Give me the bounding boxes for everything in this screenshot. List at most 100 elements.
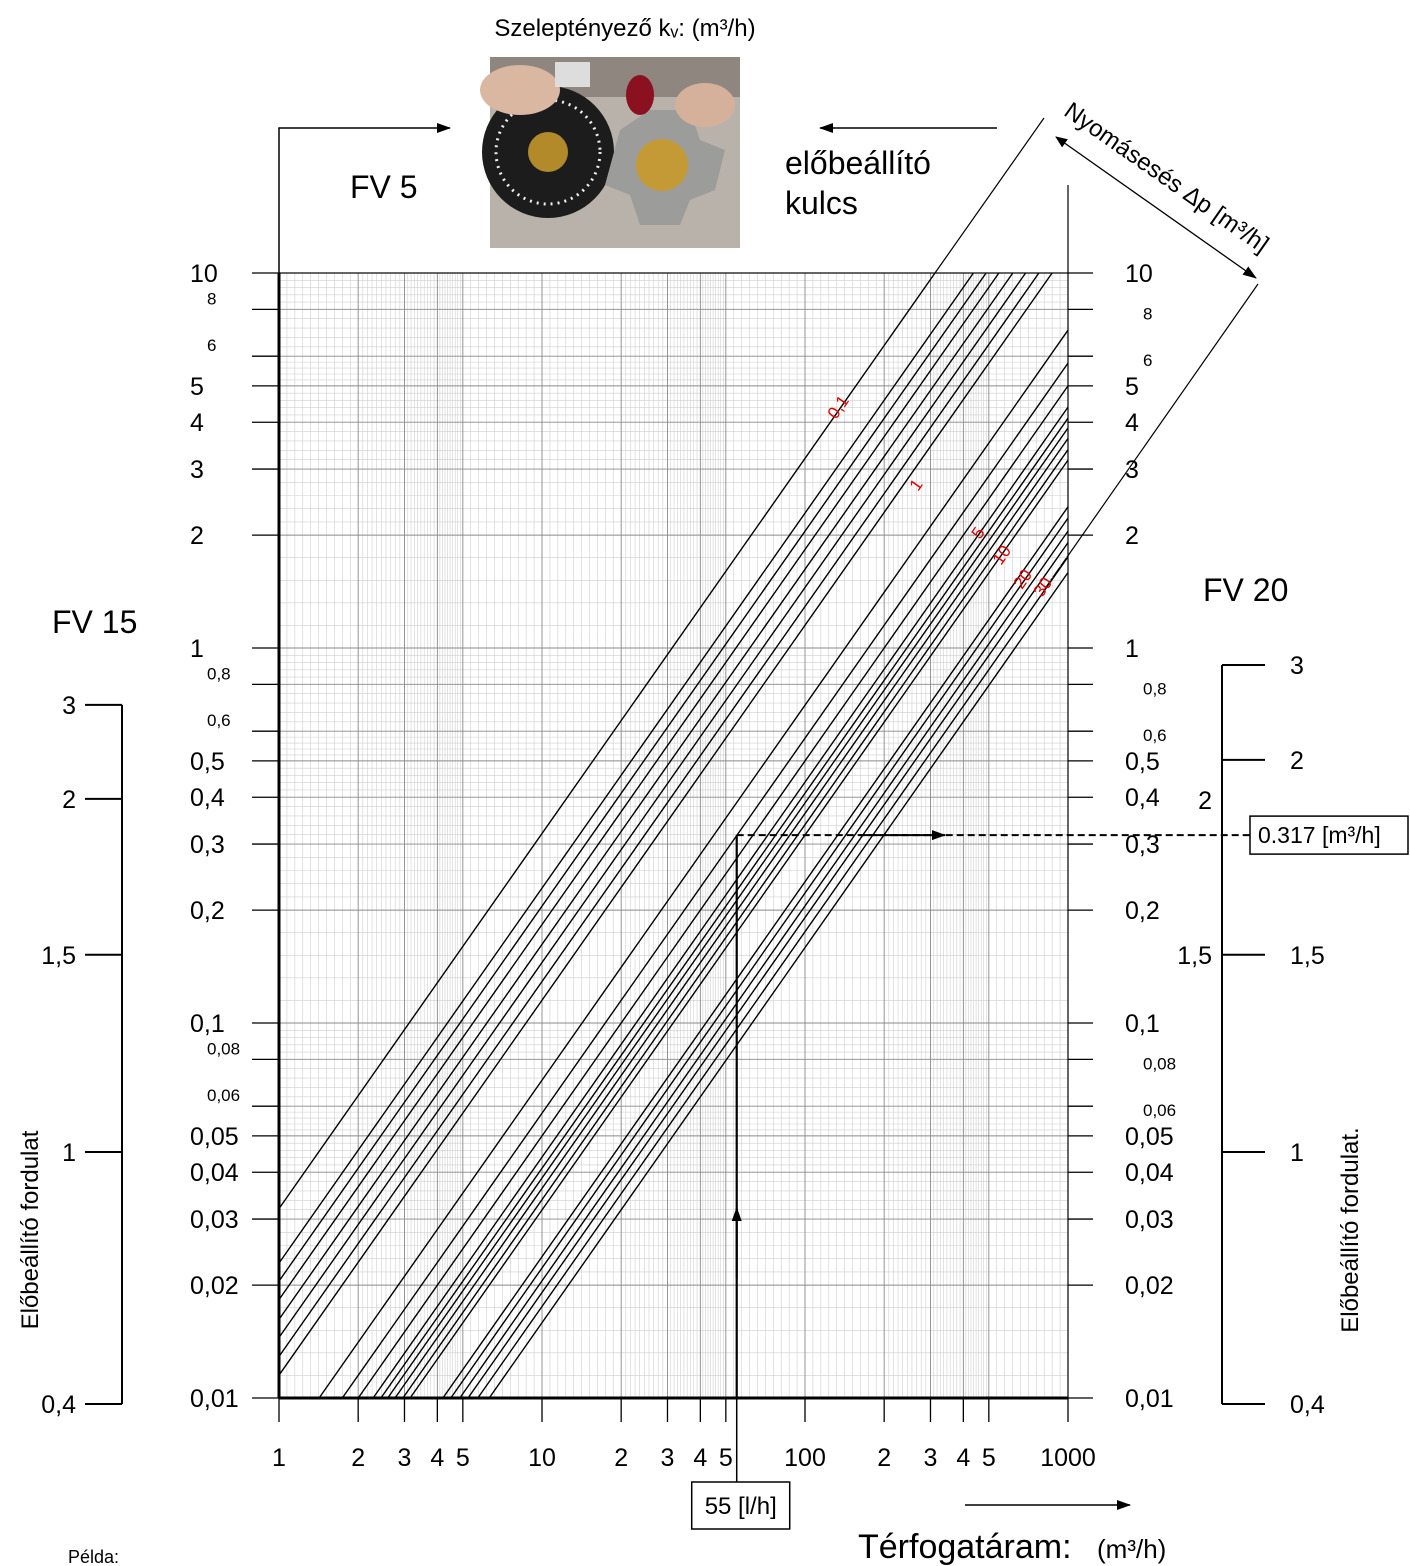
x-tick-label: 100 (784, 1444, 826, 1472)
y-tick-label: 0,6 (207, 711, 231, 730)
y-tick-label: 0,04 (190, 1159, 239, 1187)
y-tick-label: 10 (190, 260, 218, 288)
fv15-title: FV 15 (52, 604, 137, 640)
y2-tick-label: 3 (1125, 456, 1139, 484)
fv20-tick-label: 3 (1290, 652, 1304, 680)
kv-line (459, 530, 1069, 1399)
fv20-tick-label: 0,4 (1290, 1391, 1325, 1419)
fv15-tick-label: 2 (62, 786, 76, 814)
x-tick-label: 10 (528, 1444, 556, 1472)
example-y-label: 0.317 [m³/h] (1258, 822, 1381, 848)
dp-guide (1043, 283, 1259, 591)
x-tick-label: 2 (614, 1444, 628, 1472)
fv20-tick-label: 1,5 (1290, 942, 1325, 970)
example-y-box (1249, 815, 1409, 855)
dp-arrow (1055, 136, 1257, 279)
fv20-left-label: 2 (1198, 787, 1212, 815)
note: Példa: (68, 1547, 119, 1566)
y-tick-label: 6 (207, 336, 216, 355)
x-tick-label: 1 (272, 1444, 286, 1472)
example-x-label: 55 [l/h] (705, 1493, 777, 1520)
fv20-title: FV 20 (1203, 572, 1288, 608)
kv-line (477, 556, 1069, 1399)
kv-line (278, 272, 1027, 1338)
y2-tick-label: 0,04 (1125, 1159, 1174, 1187)
example-x-box (690, 1481, 791, 1530)
kv-line (278, 272, 1014, 1320)
kv-line (387, 427, 1069, 1399)
fv20-left-label: 1,5 (1177, 942, 1212, 970)
y-tick-label: 0,5 (190, 748, 225, 776)
y2-tick-label: 0,3 (1125, 831, 1160, 859)
y-tick-label: 5 (190, 373, 204, 401)
y2-tick-label: 0,01 (1125, 1385, 1174, 1413)
line-label: 1 (906, 476, 927, 495)
y2-tick-label: 0,8 (1143, 679, 1167, 698)
y-tick-label: 1 (190, 635, 204, 663)
fv15-tick-label: 0,4 (41, 1391, 76, 1419)
kv-line (402, 449, 1069, 1399)
fv15-tick-label: 1 (62, 1139, 76, 1167)
x-tick-label: 2 (351, 1444, 365, 1472)
dp-label: Nyomásesés Δp [m³/h] (1059, 97, 1273, 258)
x-tick-label: 4 (693, 1444, 707, 1472)
photo (480, 57, 740, 248)
y2-tick-label: 5 (1125, 373, 1139, 401)
x-tick-label: 4 (430, 1444, 444, 1472)
fv15-tick-label: 3 (62, 692, 76, 720)
kv-line (278, 272, 1000, 1301)
x-axis-unit: (m³/h) (1097, 1534, 1166, 1564)
y2-tick-label: 0,05 (1125, 1123, 1174, 1151)
fv5-label: FV 5 (350, 169, 418, 205)
y2-tick-label: 1 (1125, 635, 1139, 663)
x-tick-label: 1000 (1040, 1444, 1096, 1472)
y2-tick-label: 0,08 (1143, 1054, 1176, 1073)
kv-line (467, 542, 1069, 1399)
y-tick-label: 0,08 (207, 1039, 240, 1058)
fv5-arrow (278, 123, 451, 273)
kv-line (450, 517, 1069, 1399)
chart-title: Szeleptényező kᵥ: (m³/h) (494, 15, 755, 42)
kv-line (409, 459, 1069, 1399)
dp-guide (934, 117, 1045, 274)
fv15-tick-label: 1,5 (41, 942, 76, 970)
y2-tick-label: 0,03 (1125, 1206, 1174, 1234)
kv-line (318, 329, 1069, 1399)
y2-tick-label: 0,4 (1125, 784, 1160, 812)
x-tick-label: 5 (719, 1444, 733, 1472)
kv-line (357, 385, 1069, 1399)
x-tick-label: 3 (924, 1444, 938, 1472)
y-tick-label: 3 (190, 456, 204, 484)
fv15-axis-label: Előbeállító fordulat (17, 1130, 44, 1329)
y2-tick-label: 6 (1143, 351, 1152, 370)
fv20-tick-label: 1 (1290, 1139, 1304, 1167)
x-axis-label: Térfogatáram: (858, 1528, 1072, 1566)
y-tick-label: 8 (207, 289, 216, 308)
x-tick-label: 5 (982, 1444, 996, 1472)
x-tick-label: 5 (456, 1444, 470, 1472)
kv-line (372, 406, 1069, 1399)
y2-tick-label: 0,6 (1143, 726, 1167, 745)
key-label: kulcs (785, 185, 858, 221)
fv20-tick-label: 2 (1290, 747, 1304, 775)
y-tick-label: 0,06 (207, 1086, 240, 1105)
y2-tick-label: 0,02 (1125, 1272, 1174, 1300)
kv-line (278, 272, 1053, 1376)
y-tick-label: 0,1 (190, 1010, 225, 1038)
y2-tick-label: 2 (1125, 522, 1139, 550)
y-tick-label: 4 (190, 409, 204, 437)
y2-tick-label: 8 (1143, 304, 1152, 323)
kv-line (488, 572, 1069, 1399)
kv-line (278, 272, 1040, 1357)
y2-tick-label: 0,2 (1125, 897, 1160, 925)
y2-tick-label: 0,1 (1125, 1010, 1160, 1038)
kv-line (442, 506, 1069, 1399)
y-tick-label: 2 (190, 522, 204, 550)
kv-line (278, 272, 987, 1282)
y2-tick-label: 4 (1125, 409, 1139, 437)
x-tick-label: 3 (661, 1444, 675, 1472)
y-tick-label: 0,2 (190, 897, 225, 925)
y-tick-label: 0,01 (190, 1385, 239, 1413)
x-tick-label: 3 (398, 1444, 412, 1472)
